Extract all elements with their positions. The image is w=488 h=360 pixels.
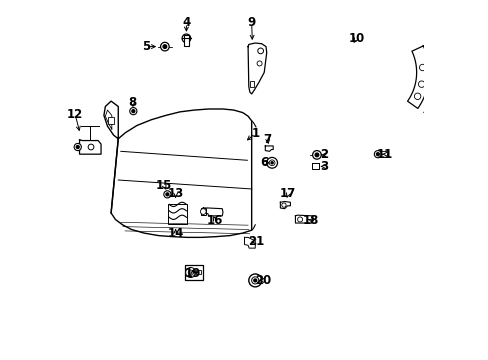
Circle shape (314, 153, 318, 157)
Polygon shape (280, 202, 290, 209)
Bar (184, 36, 188, 45)
Polygon shape (265, 146, 273, 151)
Bar (168, 204, 187, 224)
Circle shape (76, 145, 79, 148)
Circle shape (163, 191, 171, 198)
Circle shape (129, 108, 137, 115)
Circle shape (312, 150, 321, 159)
Text: 15: 15 (156, 179, 172, 192)
Text: 1: 1 (251, 127, 259, 140)
Circle shape (281, 203, 285, 207)
Text: 8: 8 (128, 96, 137, 109)
Text: 4: 4 (182, 17, 190, 30)
Bar (184, 265, 202, 280)
Circle shape (132, 110, 135, 113)
Bar (201, 208, 205, 215)
Text: 5: 5 (142, 40, 150, 53)
Polygon shape (247, 43, 266, 94)
Polygon shape (295, 215, 313, 223)
Circle shape (88, 144, 94, 150)
Bar (381, 151, 386, 157)
Text: 9: 9 (247, 17, 255, 30)
Bar (195, 270, 201, 274)
Text: 11: 11 (376, 148, 392, 161)
Circle shape (269, 160, 274, 166)
Circle shape (74, 143, 81, 150)
Circle shape (418, 81, 424, 87)
Text: 20: 20 (255, 274, 271, 287)
Circle shape (266, 157, 277, 168)
Text: 18: 18 (302, 214, 318, 227)
Circle shape (376, 153, 379, 156)
Circle shape (160, 42, 169, 51)
Text: 6: 6 (260, 156, 268, 169)
Text: 2: 2 (319, 148, 327, 161)
Circle shape (251, 277, 258, 284)
Circle shape (257, 48, 263, 54)
Text: 12: 12 (67, 108, 83, 121)
Polygon shape (407, 46, 428, 108)
Circle shape (373, 150, 381, 158)
Text: 3: 3 (319, 160, 327, 173)
Polygon shape (244, 237, 255, 248)
Polygon shape (203, 208, 223, 216)
Circle shape (419, 64, 425, 71)
Bar (249, 81, 253, 87)
Text: 17: 17 (280, 187, 296, 200)
Text: 10: 10 (347, 32, 364, 45)
Text: 16: 16 (206, 214, 223, 227)
Circle shape (270, 162, 273, 164)
Circle shape (188, 270, 193, 275)
Text: 13: 13 (167, 187, 183, 200)
Circle shape (248, 274, 261, 287)
Text: 7: 7 (263, 133, 271, 146)
Circle shape (297, 217, 302, 222)
Text: 21: 21 (247, 235, 264, 248)
Polygon shape (80, 140, 101, 154)
Circle shape (182, 34, 190, 42)
Polygon shape (111, 109, 251, 237)
Bar (108, 117, 113, 125)
Circle shape (253, 279, 256, 282)
Text: 14: 14 (167, 226, 183, 239)
Circle shape (200, 209, 206, 215)
Circle shape (257, 61, 262, 66)
Circle shape (185, 267, 195, 278)
Circle shape (165, 193, 168, 196)
Text: 19: 19 (184, 267, 200, 280)
Circle shape (163, 45, 166, 48)
Polygon shape (104, 101, 118, 139)
Circle shape (413, 93, 420, 99)
